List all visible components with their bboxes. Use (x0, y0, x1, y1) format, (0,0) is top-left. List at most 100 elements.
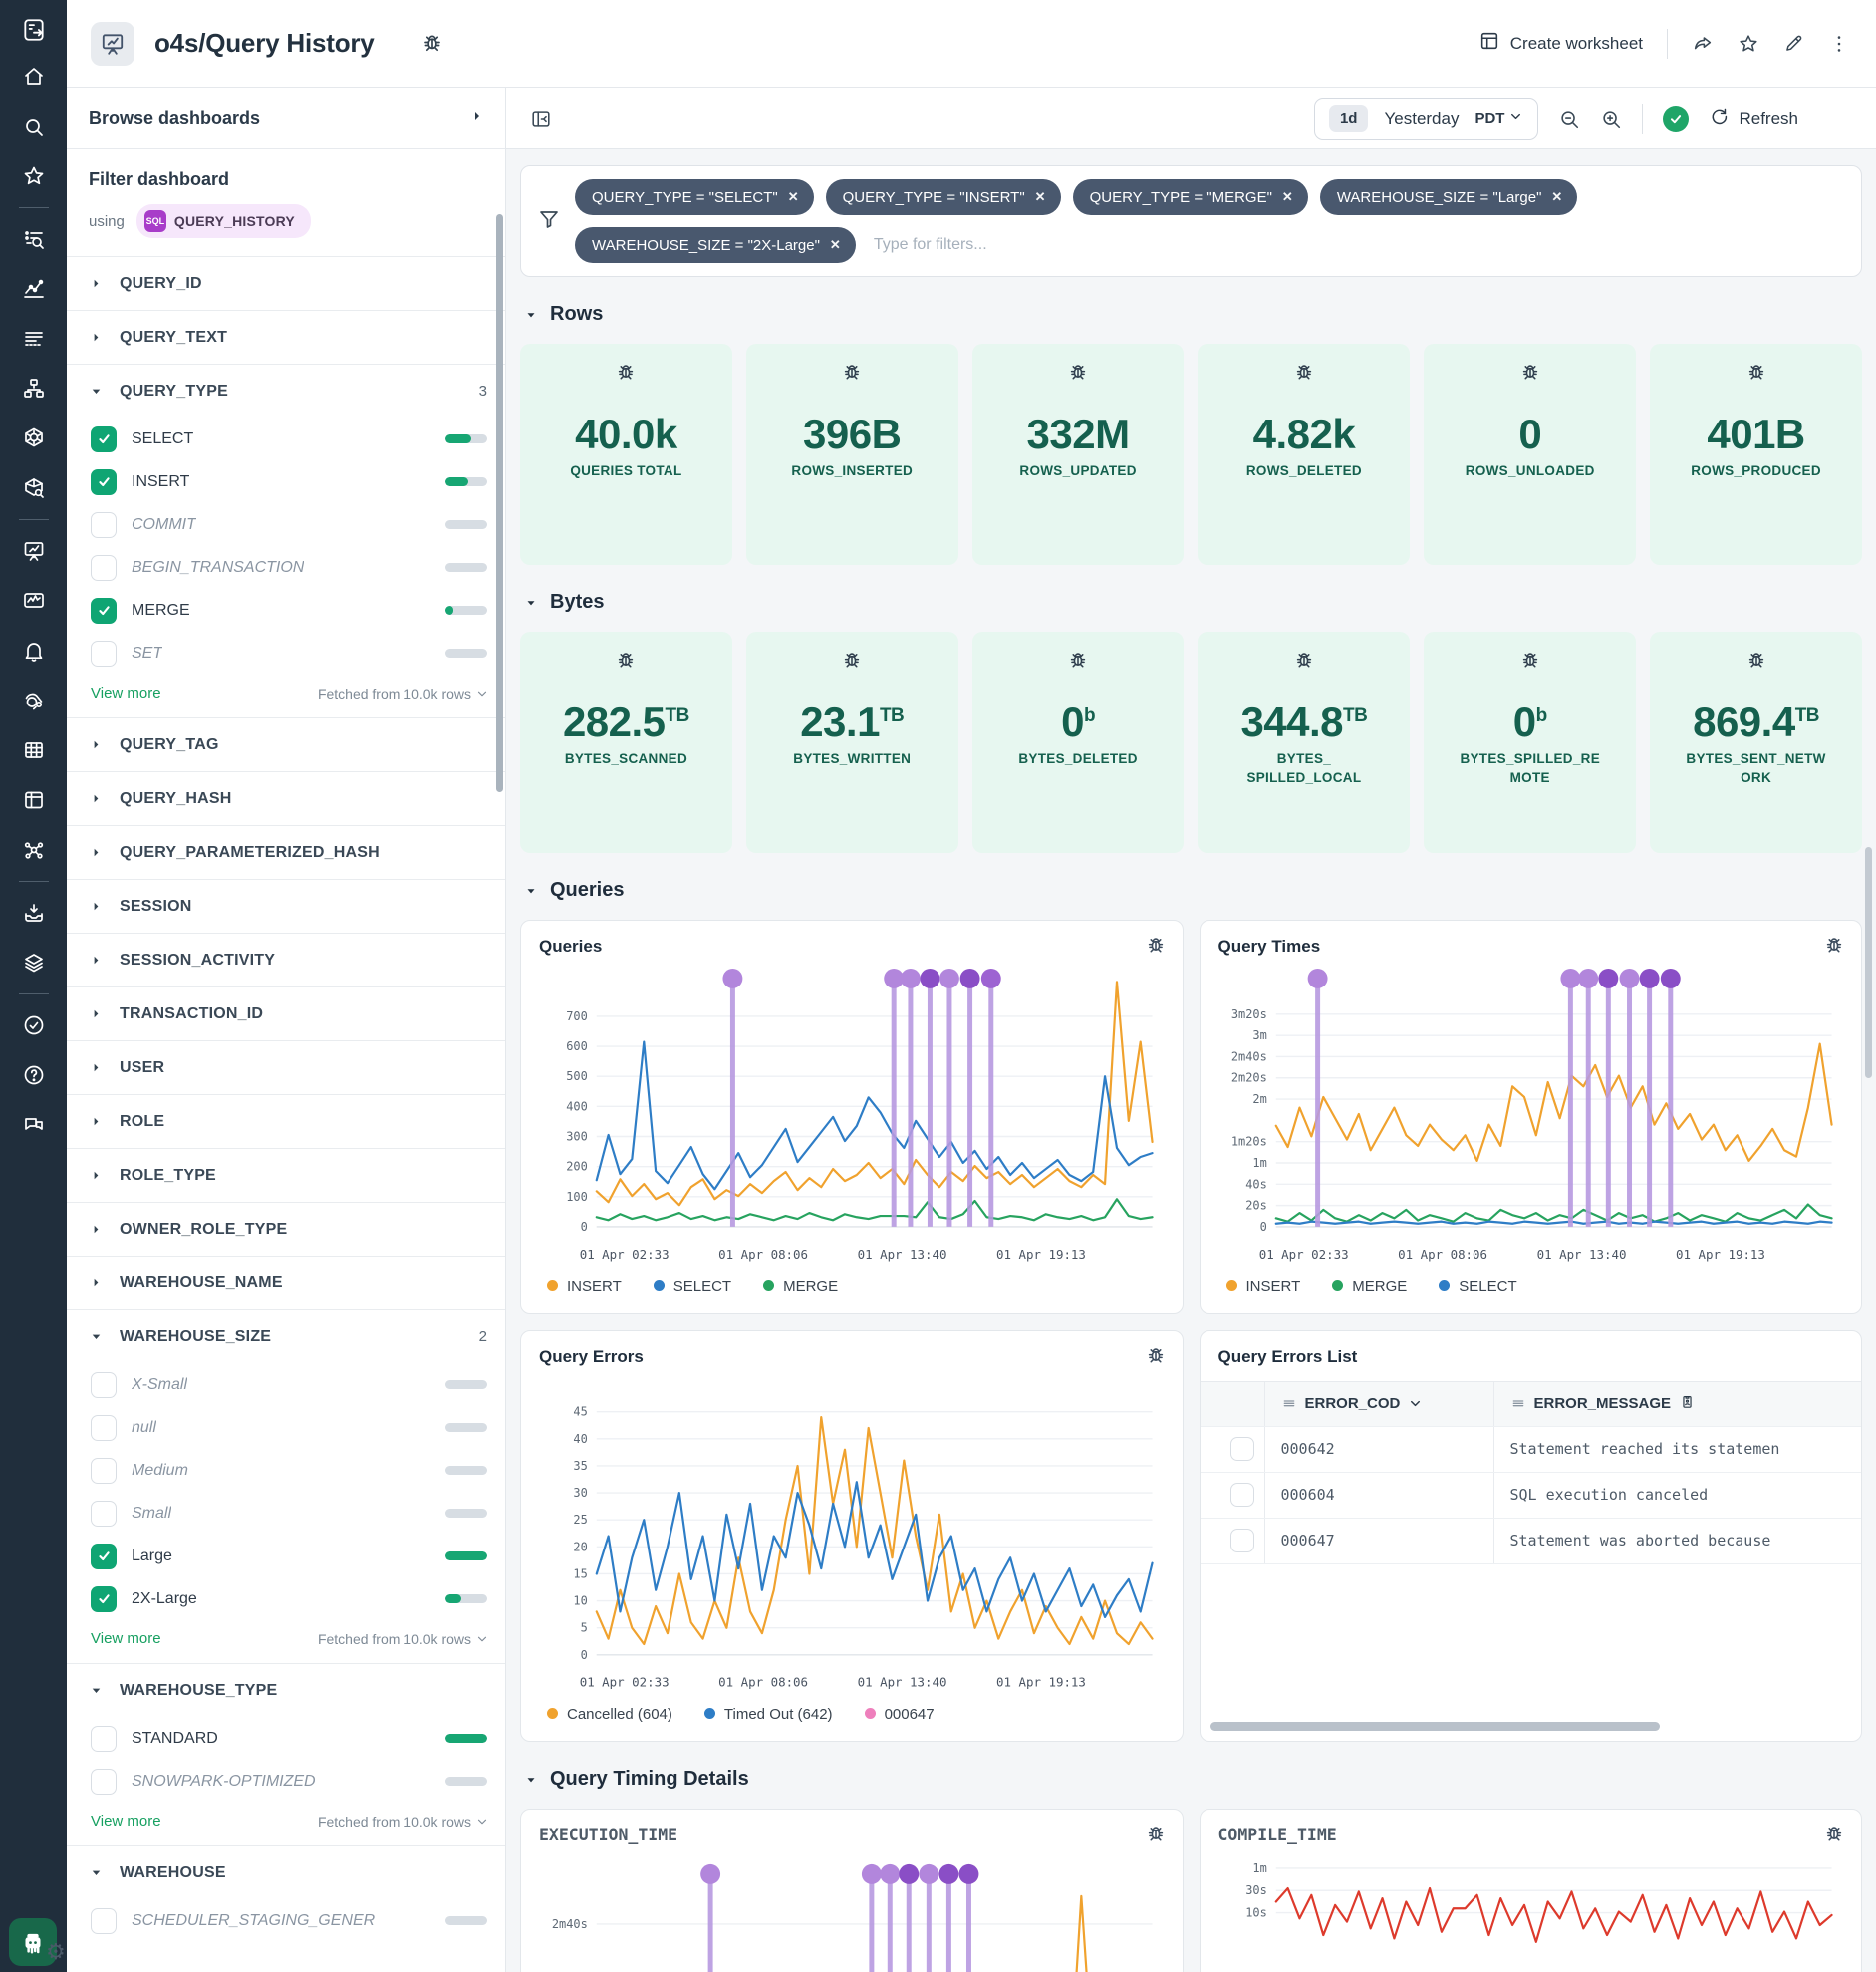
chart-bug-icon[interactable] (1145, 1345, 1167, 1370)
rail-data-loading-icon[interactable] (0, 888, 67, 938)
card-bug-icon[interactable] (1519, 650, 1541, 675)
filter-option-x-small[interactable]: X-Small (67, 1363, 505, 1406)
zoom-out-icon[interactable] (1558, 108, 1580, 130)
filter-option-begin_transaction[interactable]: BEGIN_TRANSACTION (67, 546, 505, 589)
sidebar-section-query_parameterized_hash[interactable]: QUERY_PARAMETERIZED_HASH (67, 825, 505, 879)
legend-item[interactable]: INSERT (547, 1278, 622, 1295)
rail-activity-icon[interactable] (0, 264, 67, 314)
chart-bug-icon[interactable] (1823, 1824, 1845, 1848)
sidebar-section-warehouse_name[interactable]: WAREHOUSE_NAME (67, 1256, 505, 1309)
sidebar-section-warehouse[interactable]: WAREHOUSE (67, 1845, 505, 1899)
chart-bug-icon[interactable] (1145, 935, 1167, 960)
sidebar-section-role_type[interactable]: ROLE_TYPE (67, 1148, 505, 1202)
checkbox-unchecked[interactable] (91, 640, 117, 667)
gear-icon[interactable]: ⚙ (46, 1939, 66, 1964)
filter-option-merge[interactable]: MERGE (67, 589, 505, 632)
remove-chip-icon[interactable]: ✕ (829, 237, 841, 252)
rail-feedback-icon[interactable] (0, 1100, 67, 1150)
share-icon[interactable] (1692, 33, 1714, 55)
row-checkbox[interactable] (1229, 1483, 1254, 1508)
create-worksheet-button[interactable]: Create worksheet (1478, 30, 1643, 57)
filter-option-medium[interactable]: Medium (67, 1449, 505, 1492)
collapse-panel-icon[interactable] (530, 108, 552, 130)
table-row[interactable]: 000647 Statement was aborted because (1200, 1518, 1861, 1564)
legend-item[interactable]: SELECT (1439, 1278, 1517, 1295)
assistant-app-icon[interactable] (9, 1918, 57, 1966)
rail-monitoring-icon[interactable] (0, 576, 67, 626)
table-horizontal-scrollbar[interactable] (1209, 1722, 1660, 1732)
rail-kubernetes-icon[interactable] (0, 414, 67, 463)
checkbox-checked[interactable] (91, 425, 117, 452)
checkbox-unchecked[interactable] (91, 1907, 117, 1934)
filter-chip[interactable]: QUERY_TYPE = "INSERT" ✕ (825, 179, 1061, 215)
row-checkbox[interactable] (1229, 1529, 1254, 1553)
legend-item[interactable]: INSERT (1225, 1278, 1300, 1295)
checkbox-unchecked[interactable] (91, 1768, 117, 1795)
edit-pencil-icon[interactable] (1783, 33, 1804, 54)
checkbox-unchecked[interactable] (91, 1414, 117, 1441)
filter-chip[interactable]: QUERY_TYPE = "SELECT" ✕ (575, 179, 814, 215)
remove-chip-icon[interactable]: ✕ (1281, 189, 1293, 204)
legend-item[interactable]: MERGE (1332, 1278, 1407, 1295)
sidebar-section-user[interactable]: USER (67, 1040, 505, 1094)
time-range-control[interactable]: 1d Yesterday PDT (1313, 97, 1539, 140)
sidebar-scrollbar[interactable] (496, 214, 503, 792)
column-header-error-message[interactable]: ERROR_MESSAGE (1492, 1381, 1862, 1426)
filter-option-null[interactable]: null (67, 1406, 505, 1449)
checkbox-checked[interactable] (91, 1543, 117, 1569)
sidebar-section-warehouse_size[interactable]: WAREHOUSE_SIZE 2 (67, 1309, 505, 1363)
rail-help-icon[interactable] (0, 1050, 67, 1100)
card-bug-icon[interactable] (1067, 362, 1089, 387)
table-row[interactable]: 000604 SQL execution canceled (1200, 1472, 1861, 1519)
checkbox-checked[interactable] (91, 468, 117, 495)
rail-alerts-icon[interactable] (0, 626, 67, 676)
rail-worksheets-list-icon[interactable] (0, 314, 67, 364)
filter-chip[interactable]: WAREHOUSE_SIZE = "2X-Large" ✕ (575, 227, 856, 263)
app-switcher-icon[interactable] (21, 8, 47, 52)
card-bug-icon[interactable] (1067, 650, 1089, 675)
table-row[interactable]: 000642 Statement reached its statemen (1200, 1426, 1861, 1473)
sidebar-section-transaction_id[interactable]: TRANSACTION_ID (67, 986, 505, 1040)
section-timing-header[interactable]: Query Timing Details (524, 1768, 1858, 1791)
debug-bug-icon[interactable] (420, 32, 444, 56)
rail-lineage-icon[interactable] (0, 825, 67, 875)
filter-chip[interactable]: QUERY_TYPE = "MERGE" ✕ (1072, 179, 1308, 215)
filter-option-select[interactable]: SELECT (67, 418, 505, 460)
timezone-dropdown[interactable]: PDT (1474, 109, 1523, 128)
rail-favorites-icon[interactable] (0, 151, 67, 201)
query-history-source-pill[interactable]: SQL QUERY_HISTORY (135, 204, 311, 238)
drag-handle-icon[interactable] (1510, 1396, 1526, 1412)
sidebar-section-role[interactable]: ROLE (67, 1094, 505, 1148)
filter-option-snowpark-optimized[interactable]: SNOWPARK-OPTIMIZED (67, 1760, 505, 1803)
column-header-error-code[interactable]: ERROR_COD (1263, 1381, 1493, 1426)
card-bug-icon[interactable] (841, 362, 863, 387)
filter-input-placeholder[interactable]: Type for filters... (873, 236, 987, 253)
card-bug-icon[interactable] (1745, 362, 1767, 387)
rail-task-status-icon[interactable] (0, 1000, 67, 1050)
favorite-star-icon[interactable] (1738, 33, 1759, 55)
remove-chip-icon[interactable]: ✕ (1034, 189, 1046, 204)
card-bug-icon[interactable] (615, 650, 637, 675)
filter-option-2x-large[interactable]: 2X-Large (67, 1577, 505, 1620)
section-bytes-header[interactable]: Bytes (524, 591, 1858, 614)
rail-data-hierarchy-icon[interactable] (0, 364, 67, 414)
rail-dashboards-icon[interactable] (0, 526, 67, 576)
section-queries-header[interactable]: Queries (524, 879, 1858, 902)
sidebar-section-query_hash[interactable]: QUERY_HASH (67, 771, 505, 825)
rail-anomaly-detection-icon[interactable] (0, 676, 67, 725)
zoom-in-icon[interactable] (1600, 108, 1622, 130)
checkbox-unchecked[interactable] (91, 1371, 117, 1398)
sidebar-section-warehouse_type[interactable]: WAREHOUSE_TYPE (67, 1663, 505, 1717)
card-bug-icon[interactable] (1293, 650, 1315, 675)
browse-dashboards-row[interactable]: Browse dashboards (67, 88, 505, 149)
rail-layers-icon[interactable] (0, 938, 67, 987)
legend-item[interactable]: MERGE (763, 1278, 838, 1295)
legend-item[interactable]: SELECT (653, 1278, 731, 1295)
legend-item[interactable]: Cancelled (604) (547, 1706, 672, 1723)
checkbox-unchecked[interactable] (91, 554, 117, 581)
card-bug-icon[interactable] (1745, 650, 1767, 675)
sidebar-section-query_text[interactable]: QUERY_TEXT (67, 310, 505, 364)
remove-chip-icon[interactable]: ✕ (1551, 189, 1563, 204)
sidebar-section-query_tag[interactable]: QUERY_TAG (67, 717, 505, 771)
checkbox-checked[interactable] (91, 1585, 117, 1612)
